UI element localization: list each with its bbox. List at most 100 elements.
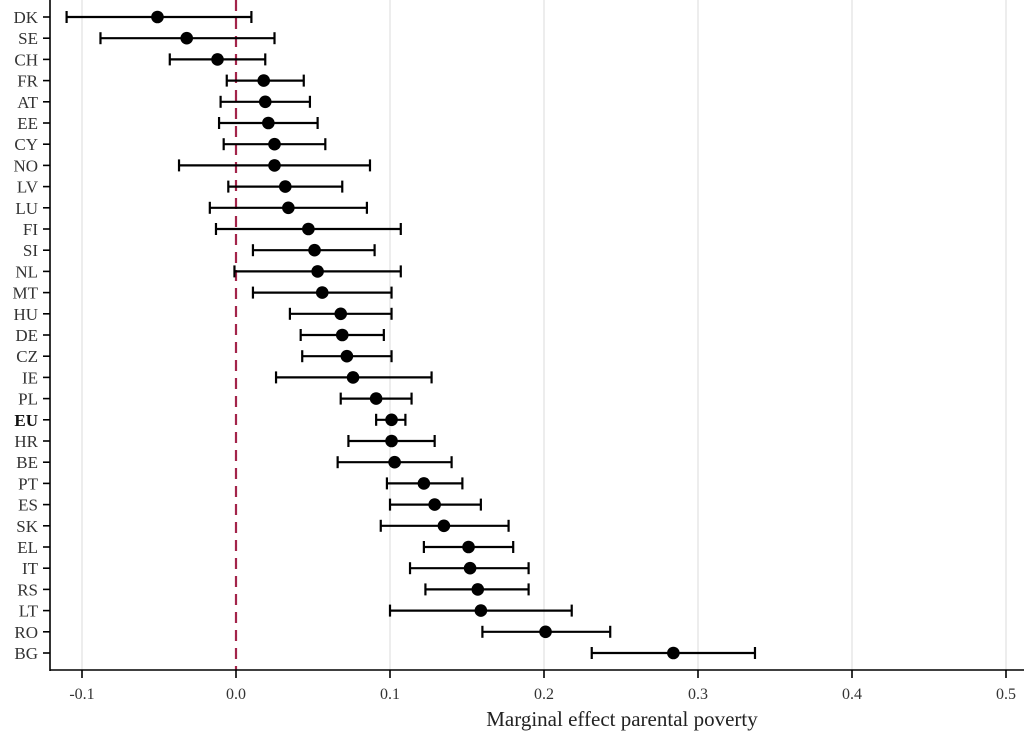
y-label-bg: BG bbox=[14, 644, 38, 663]
estimate-row-hr bbox=[348, 435, 434, 448]
estimate-row-rs bbox=[425, 583, 528, 596]
point-estimate bbox=[279, 180, 292, 193]
estimate-row-se bbox=[100, 32, 274, 45]
estimate-row-lu bbox=[210, 202, 367, 215]
y-label-at: AT bbox=[17, 93, 38, 112]
point-estimate bbox=[385, 435, 398, 448]
estimate-row-ee bbox=[219, 117, 318, 130]
y-label-sk: SK bbox=[16, 517, 38, 536]
estimate-row-cy bbox=[224, 138, 326, 151]
y-label-fi: FI bbox=[23, 220, 38, 239]
y-label-dk: DK bbox=[13, 8, 38, 27]
point-estimate bbox=[341, 350, 354, 363]
estimate-row-at bbox=[221, 96, 310, 109]
point-estimate bbox=[438, 520, 451, 533]
estimate-row-el bbox=[424, 541, 513, 554]
y-label-fr: FR bbox=[17, 72, 38, 91]
point-estimate bbox=[385, 414, 398, 427]
y-label-nl: NL bbox=[15, 262, 38, 281]
estimate-row-ro bbox=[482, 626, 610, 639]
point-estimate bbox=[262, 117, 275, 130]
point-estimate bbox=[336, 329, 349, 342]
x-tick-label: 0.2 bbox=[534, 686, 554, 703]
y-label-it: IT bbox=[22, 559, 39, 578]
point-estimate bbox=[347, 371, 360, 384]
y-label-pt: PT bbox=[18, 474, 38, 493]
y-label-lv: LV bbox=[17, 178, 39, 197]
axes bbox=[43, 0, 1024, 678]
y-label-de: DE bbox=[15, 326, 38, 345]
estimate-row-ch bbox=[170, 53, 265, 66]
y-label-ie: IE bbox=[22, 368, 38, 387]
point-estimate bbox=[475, 604, 488, 617]
estimates bbox=[67, 11, 755, 660]
point-estimate bbox=[418, 477, 431, 490]
estimate-row-it bbox=[410, 562, 529, 575]
x-tick-label: 0.3 bbox=[688, 686, 708, 703]
y-label-ee: EE bbox=[17, 114, 38, 133]
point-estimate bbox=[282, 202, 295, 215]
estimate-row-eu bbox=[376, 414, 405, 427]
estimate-row-bg bbox=[592, 647, 755, 660]
y-label-se: SE bbox=[18, 29, 38, 48]
x-tick-label: -0.1 bbox=[69, 686, 94, 703]
point-estimate bbox=[388, 456, 401, 469]
estimate-row-fr bbox=[227, 74, 304, 87]
y-label-ro: RO bbox=[14, 623, 38, 642]
point-estimate bbox=[211, 53, 224, 66]
estimate-row-fi bbox=[216, 223, 401, 236]
x-tick-label: 0.5 bbox=[996, 686, 1016, 703]
point-estimate bbox=[428, 498, 441, 511]
y-label-si: SI bbox=[23, 241, 38, 260]
point-estimate bbox=[462, 541, 475, 554]
y-axis-labels: DK SE CH FR AT EE CY NO LV LU FI SI NL MT HU DE CZ IE PL EU… bbox=[13, 8, 39, 663]
point-estimate bbox=[667, 647, 680, 660]
point-estimate bbox=[151, 11, 164, 24]
point-estimate bbox=[308, 244, 321, 257]
estimate-row-ie bbox=[276, 371, 432, 384]
y-label-rs: RS bbox=[17, 580, 38, 599]
point-estimate bbox=[464, 562, 477, 575]
estimate-row-es bbox=[390, 498, 481, 511]
estimate-row-dk bbox=[67, 11, 252, 24]
x-axis-tick-labels: -0.1 0.0 0.1 0.2 0.3 0.4 0.5 bbox=[69, 686, 1016, 703]
estimate-row-hu bbox=[290, 308, 392, 321]
y-label-ch: CH bbox=[14, 50, 38, 69]
y-label-pl: PL bbox=[18, 390, 38, 409]
y-label-lu: LU bbox=[15, 199, 38, 218]
estimate-row-lv bbox=[228, 180, 342, 193]
estimate-row-de bbox=[301, 329, 384, 342]
point-estimate bbox=[316, 286, 329, 299]
y-label-eu: EU bbox=[14, 411, 38, 430]
point-estimate bbox=[180, 32, 193, 45]
y-label-lt: LT bbox=[19, 602, 39, 621]
estimate-row-si bbox=[253, 244, 375, 257]
estimate-row-pt bbox=[387, 477, 462, 490]
point-estimate bbox=[259, 96, 272, 109]
point-estimate bbox=[268, 159, 281, 172]
estimate-row-cz bbox=[302, 350, 391, 363]
x-tick-label: 0.4 bbox=[842, 686, 862, 703]
y-label-no: NO bbox=[13, 156, 38, 175]
point-estimate bbox=[311, 265, 324, 278]
point-estimate bbox=[539, 626, 552, 639]
y-label-hu: HU bbox=[13, 305, 38, 324]
y-label-hr: HR bbox=[14, 432, 38, 451]
x-tick-label: 0.0 bbox=[226, 686, 246, 703]
point-estimate bbox=[334, 308, 347, 321]
estimate-row-be bbox=[338, 456, 452, 469]
y-label-cz: CZ bbox=[16, 347, 38, 366]
y-label-es: ES bbox=[18, 496, 38, 515]
estimate-row-mt bbox=[253, 286, 392, 299]
y-label-mt: MT bbox=[13, 284, 39, 303]
point-estimate bbox=[302, 223, 315, 236]
y-label-be: BE bbox=[16, 453, 38, 472]
estimate-row-nl bbox=[234, 265, 400, 278]
estimate-row-pl bbox=[341, 392, 412, 405]
point-estimate bbox=[471, 583, 484, 596]
point-estimate bbox=[268, 138, 281, 151]
x-axis-title: Marginal effect parental poverty bbox=[486, 707, 758, 731]
y-label-el: EL bbox=[17, 538, 38, 557]
estimate-row-sk bbox=[381, 520, 509, 533]
